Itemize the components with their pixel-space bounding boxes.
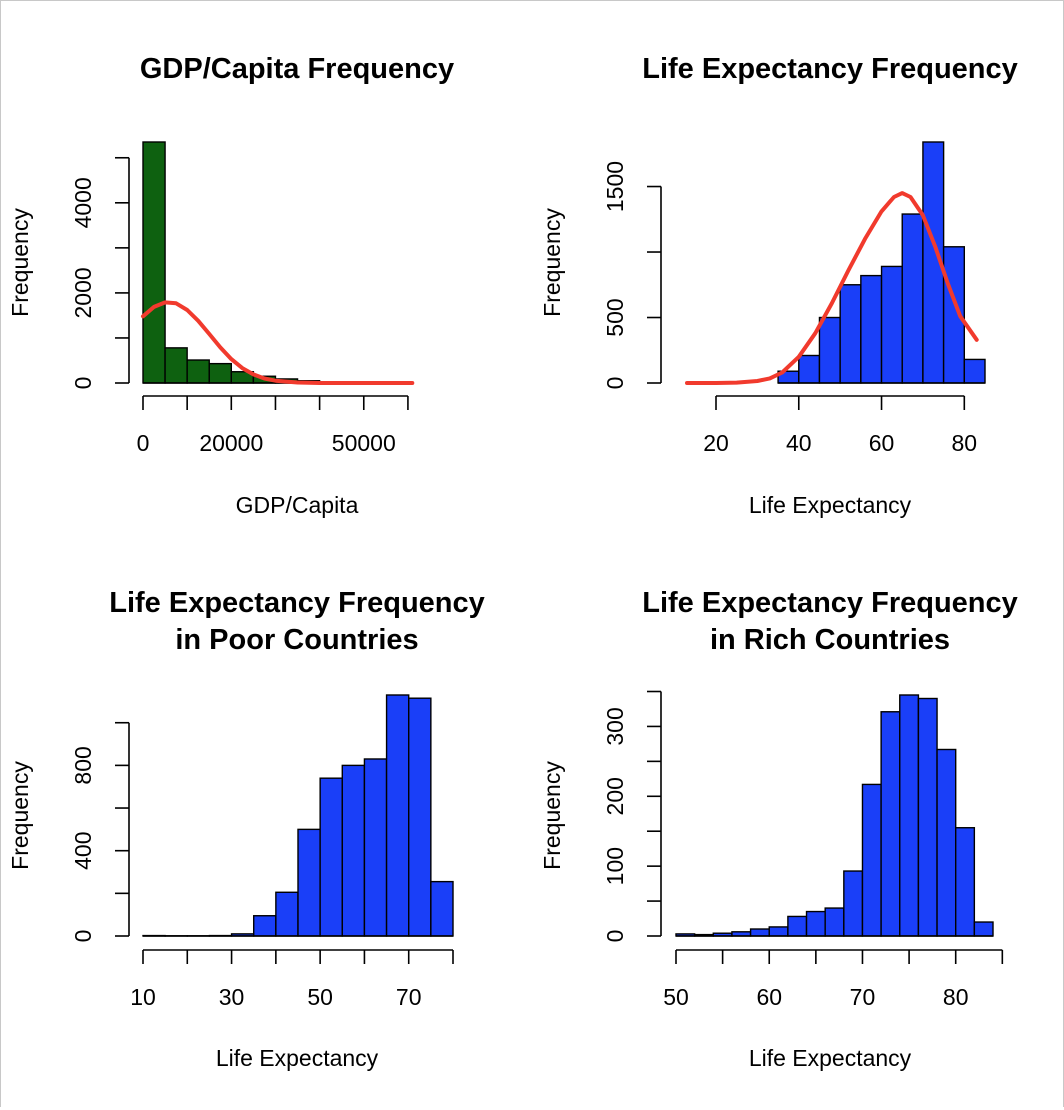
- histogram-bar: [805, 910, 826, 937]
- histogram-bar: [208, 362, 233, 384]
- x-axis-label: Life Expectancy: [749, 1045, 912, 1071]
- density-curve: [141, 300, 415, 385]
- x-tick-label: 0: [137, 430, 150, 456]
- histogram-bar: [430, 880, 454, 937]
- histogram-bar: [973, 921, 994, 937]
- histogram-bar: [901, 213, 924, 384]
- histogram-bar: [186, 359, 210, 384]
- histogram-bar: [385, 694, 410, 937]
- y-axis-label: Frequency: [7, 208, 33, 317]
- histogram-bar: [818, 316, 841, 384]
- x-tick-label: 70: [396, 984, 422, 1010]
- y-tick-label: 0: [602, 930, 628, 943]
- histogram-bar: [963, 358, 986, 384]
- x-tick-label: 60: [756, 984, 782, 1010]
- y-tick-label: 300: [602, 707, 628, 745]
- x-tick-label: 50: [663, 984, 689, 1010]
- x-tick-label: 70: [850, 984, 876, 1010]
- y-tick-label: 0: [602, 377, 628, 390]
- histogram-bar: [798, 354, 821, 384]
- chart-title: Life Expectancy Frequency: [642, 587, 1018, 619]
- chart-title: Life Expectancy Frequency: [109, 587, 485, 619]
- x-tick-label: 30: [219, 984, 245, 1010]
- y-tick-label: 1500: [602, 161, 628, 212]
- histogram-bar: [880, 711, 901, 937]
- x-axis-label: Life Expectancy: [216, 1045, 379, 1071]
- histogram-bar: [297, 828, 321, 937]
- histogram-bar: [824, 907, 845, 937]
- x-axis-label: GDP/Capita: [236, 492, 359, 518]
- density-curve: [685, 191, 979, 385]
- x-tick-label: 40: [786, 430, 812, 456]
- y-tick-label: 200: [602, 777, 628, 815]
- histogram-bar: [363, 758, 388, 937]
- chart-3: Life Expectancy Frequency in Poor Countri…: [7, 587, 485, 1071]
- histogram-bar: [899, 694, 920, 937]
- chart-title: GDP/Capita Frequency: [140, 53, 454, 85]
- histogram-bar: [749, 928, 770, 937]
- y-tick-label: 2000: [70, 267, 96, 318]
- chart-4: Life Expectancy Frequency in Rich Countri…: [539, 587, 1018, 1071]
- histogram-bar: [843, 870, 864, 937]
- y-tick-label: 0: [70, 930, 96, 943]
- histogram-bar: [142, 141, 166, 384]
- histogram-bar: [319, 777, 343, 937]
- x-tick-label: 20000: [199, 430, 263, 456]
- histogram-bar: [880, 265, 903, 384]
- y-tick-label: 0: [70, 377, 96, 390]
- y-axis-label: Frequency: [539, 208, 565, 317]
- x-axis-label: Life Expectancy: [749, 492, 912, 518]
- histogram-bar: [839, 284, 862, 384]
- y-tick-label: 4000: [70, 177, 96, 228]
- histogram-bar: [768, 926, 789, 937]
- x-tick-label: 80: [952, 430, 978, 456]
- chart-title: in Rich Countries: [710, 624, 950, 656]
- x-tick-label: 20: [703, 430, 729, 456]
- x-tick-label: 60: [869, 430, 895, 456]
- histogram-bar: [164, 347, 188, 384]
- y-tick-label: 500: [602, 298, 628, 336]
- histogram-bar: [917, 697, 938, 937]
- histogram-bar: [860, 274, 883, 384]
- histogram-bar: [936, 748, 957, 937]
- y-tick-label: 400: [70, 832, 96, 870]
- y-tick-label: 800: [70, 746, 96, 784]
- chart-title: Life Expectancy Frequency: [642, 53, 1018, 85]
- x-tick-label: 10: [130, 984, 156, 1010]
- x-tick-label: 50: [307, 984, 333, 1010]
- histogram-bar: [253, 915, 277, 937]
- histogram-bar: [955, 827, 976, 937]
- histogram-bar: [787, 915, 808, 937]
- y-axis-label: Frequency: [7, 761, 33, 870]
- histogram-bar: [275, 891, 299, 937]
- chart-title: in Poor Countries: [175, 624, 418, 656]
- chart-2: Life Expectancy Frequency Life Expectancy…: [539, 53, 1018, 518]
- footer-strip: [0, 1098, 1064, 1110]
- y-axis-label: Frequency: [539, 761, 565, 870]
- chart-1: GDP/Capita Frequency GDP/Capita Frequency 0…: [7, 53, 454, 518]
- x-tick-label: 80: [943, 984, 969, 1010]
- x-tick-label: 50000: [332, 430, 396, 456]
- histogram-bar: [861, 783, 882, 937]
- y-tick-label: 100: [602, 847, 628, 885]
- histogram-bar: [341, 764, 366, 937]
- histogram-bar: [408, 697, 432, 937]
